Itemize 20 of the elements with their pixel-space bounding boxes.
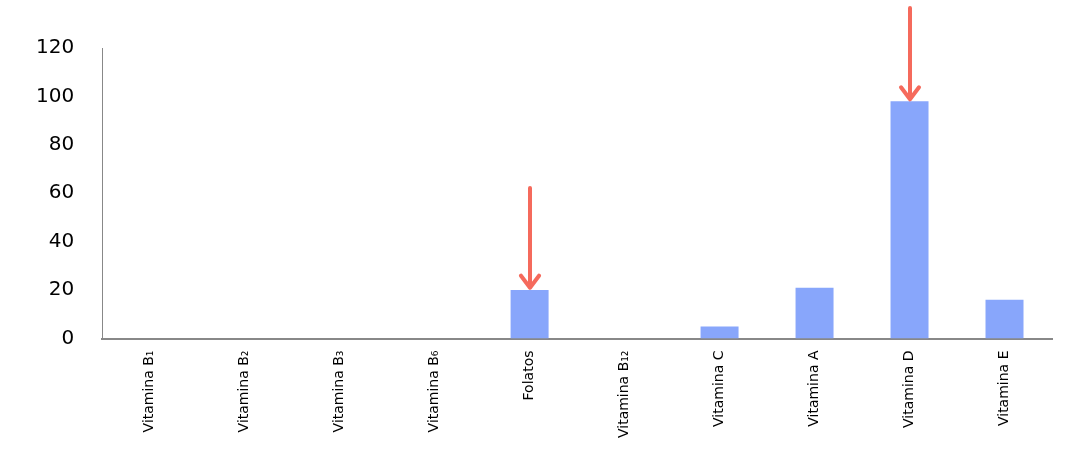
x-tick-label: Vitamina E xyxy=(995,350,1012,427)
x-tick-label: Vitamina B₆ xyxy=(425,350,442,433)
bar xyxy=(795,287,834,339)
x-tick-label: Vitamina B₁ xyxy=(140,350,157,433)
bar xyxy=(700,326,739,339)
y-tick-label: 40 xyxy=(48,227,75,252)
y-tick-label: 60 xyxy=(48,179,75,204)
y-tick-label: 100 xyxy=(35,82,75,107)
x-tick-label: Vitamina A xyxy=(805,350,822,427)
y-tick-label: 0 xyxy=(61,324,75,349)
x-tick-label: Vitamina B₃ xyxy=(330,350,347,433)
bar xyxy=(985,299,1024,339)
y-tick-label: 120 xyxy=(35,34,75,59)
y-tick-label: 80 xyxy=(48,131,75,156)
x-tick-label: Vitamina B₁₂ xyxy=(615,350,632,439)
x-tick-label: Vitamina D xyxy=(900,350,917,428)
x-tick-label: Vitamina B₂ xyxy=(235,350,252,433)
x-tick-label: Vitamina C xyxy=(710,350,727,427)
x-tick-label: Folatos xyxy=(520,350,537,401)
y-tick-label: 20 xyxy=(48,276,75,301)
